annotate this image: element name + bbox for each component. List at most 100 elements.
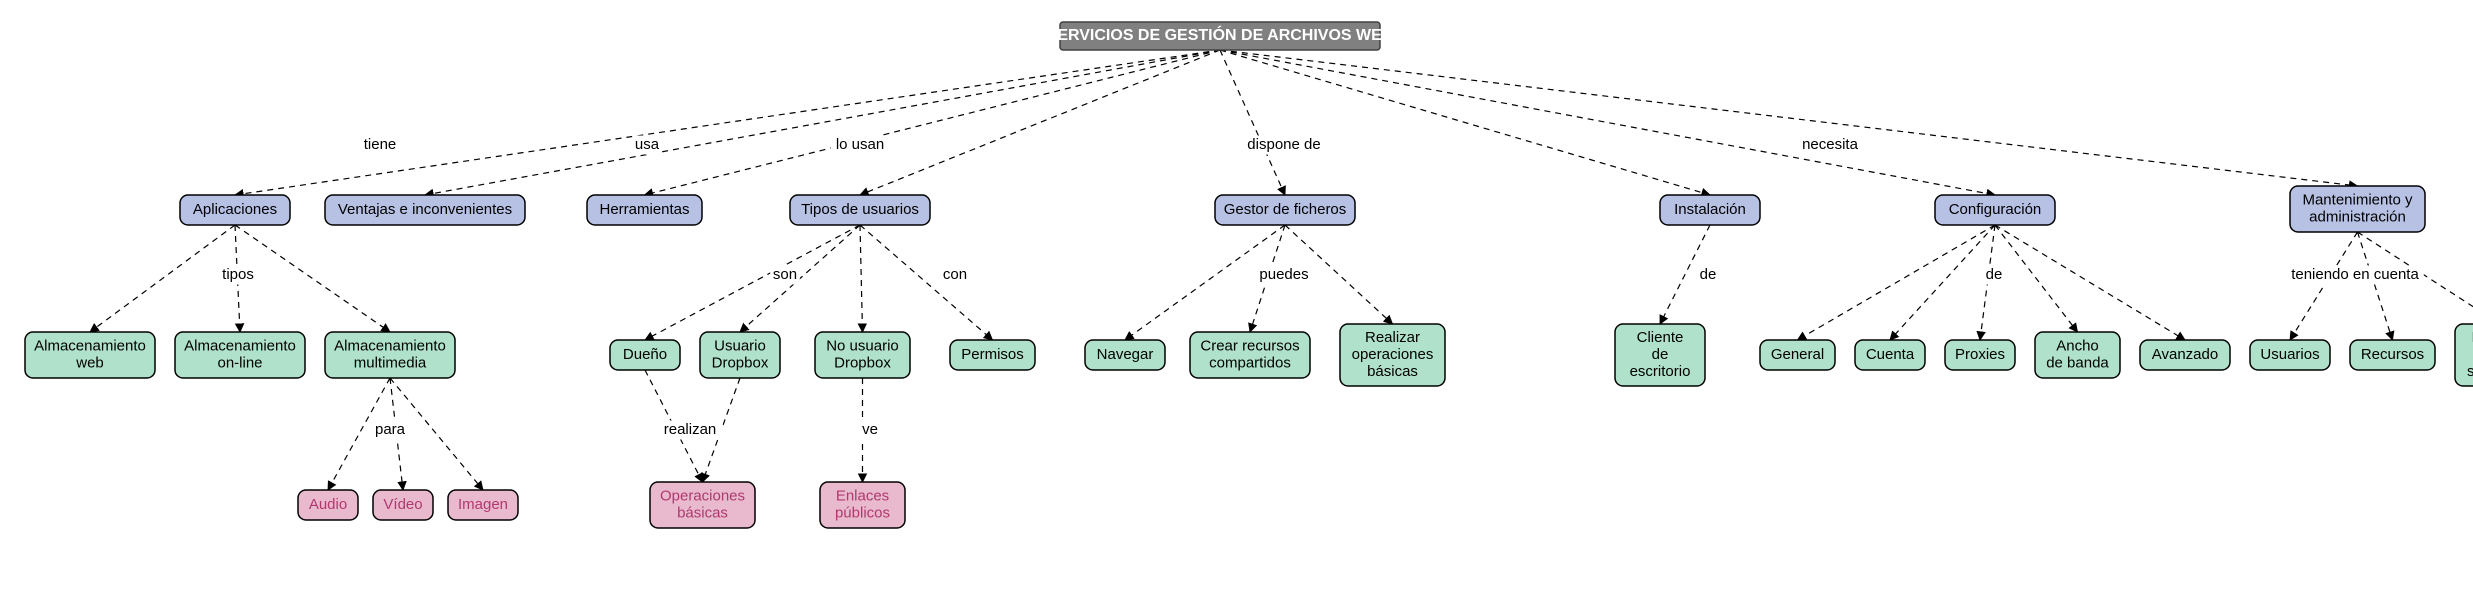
node-label: No usuario <box>826 338 899 355</box>
edge-tipos-nudrop <box>860 225 863 332</box>
node-almon: Almacenamientoon-line <box>175 332 305 378</box>
node-proxies: Proxies <box>1945 340 2015 370</box>
node-label: de <box>1652 346 1669 363</box>
node-label: Ventajas e inconvenientes <box>338 201 512 218</box>
edge-conf-avanz <box>1995 225 2185 340</box>
node-label: Ancho <box>2056 338 2099 355</box>
node-label: Almacenamiento <box>34 338 146 355</box>
node-label: multimedia <box>354 354 427 371</box>
edge-label: con <box>943 266 967 283</box>
edge-label: tipos <box>222 266 254 283</box>
node-conf: Configuración <box>1935 195 2055 225</box>
edge-labels-layer: tiene usa lo usan dispone de necesita tipos so… <box>216 136 2424 440</box>
node-root: SERVICIOS DE GESTIÓN DE ARCHIVOS WEB <box>1047 22 1394 50</box>
edge-label: realizan <box>664 421 717 438</box>
node-avanz: Avanzado <box>2140 340 2230 370</box>
node-almweb: Almacenamientoweb <box>25 332 155 378</box>
edge-label: ve <box>862 421 878 438</box>
edge-tipos-perm <box>860 225 993 340</box>
edge-label: puedes <box>1259 266 1308 283</box>
node-label: General <box>1771 346 1824 363</box>
nodes-layer: SERVICIOS DE GESTIÓN DE ARCHIVOS WEB Apli… <box>25 22 2473 528</box>
node-label: Dropbox <box>712 354 769 371</box>
edge-root-tipos <box>860 50 1220 195</box>
edge-root-inst <box>1220 50 1710 195</box>
node-audio: Audio <box>298 490 358 520</box>
node-label: compartidos <box>1209 354 1291 371</box>
node-label: administración <box>2309 208 2406 225</box>
node-label: Navegar <box>1097 346 1154 363</box>
edge-label: son <box>773 266 797 283</box>
node-nav: Navegar <box>1085 340 1165 370</box>
edge-label: necesita <box>1802 136 1859 153</box>
node-vent: Ventajas e inconvenientes <box>325 195 525 225</box>
node-cliente: Clientedeescritorio <box>1615 324 1705 386</box>
node-general: General <box>1760 340 1835 370</box>
node-label: básicas <box>677 504 728 521</box>
edge-tipos-dueno <box>645 225 860 340</box>
node-label: Instalación <box>1674 201 1746 218</box>
node-label: Permisos <box>961 346 1024 363</box>
edge-root-herr <box>645 50 1221 195</box>
node-crear: Crear recursoscompartidos <box>1190 332 1310 378</box>
node-label: Almacenamiento <box>184 338 296 355</box>
edge-root-vent <box>425 50 1220 195</box>
node-label: Audio <box>309 496 347 513</box>
node-dueno: Dueño <box>610 340 680 370</box>
edge-conf-general <box>1798 225 1996 340</box>
node-label: Gestor de ficheros <box>1224 201 1347 218</box>
node-label: públicos <box>835 504 890 521</box>
edge-label: tiene <box>364 136 397 153</box>
node-label: Imagen <box>458 496 508 513</box>
node-label: web <box>75 354 104 371</box>
node-label: SERVICIOS DE GESTIÓN DE ARCHIVOS WEB <box>1047 25 1394 44</box>
node-label: Configuración <box>1949 201 2042 218</box>
node-mant: Mantenimiento yadministración <box>2290 186 2425 232</box>
node-label: Dueño <box>623 346 667 363</box>
edge-label: usa <box>635 136 660 153</box>
node-label: Operaciones <box>660 488 745 505</box>
node-label: escritorio <box>1630 363 1691 380</box>
edge-label: dispone de <box>1247 136 1320 153</box>
node-label: Cliente <box>1637 329 1684 346</box>
node-gestor: Gestor de ficheros <box>1215 195 1355 225</box>
node-usuarios: Usuarios <box>2250 340 2330 370</box>
node-label: Enlaces <box>836 488 889 505</box>
node-cuenta: Cuenta <box>1855 340 1925 370</box>
edge-root-gestor <box>1220 50 1285 195</box>
edge-label: teniendo en cuenta <box>2291 266 2419 283</box>
edge-label: de <box>1700 266 1717 283</box>
node-label: Recursos <box>2361 346 2424 363</box>
node-label: seguridad <box>2467 363 2473 380</box>
node-enlpub: Enlacespúblicos <box>820 482 905 528</box>
node-label: operaciones <box>1352 346 1434 363</box>
node-label: Herramientas <box>599 201 689 218</box>
edge-label: lo usan <box>836 136 884 153</box>
node-almmul: Almacenamientomultimedia <box>325 332 455 378</box>
edge-mant-recur <box>2358 232 2393 340</box>
node-imagen: Imagen <box>448 490 518 520</box>
node-inst: Instalación <box>1660 195 1760 225</box>
node-udrop: UsuarioDropbox <box>700 332 780 378</box>
edge-aplic-almweb <box>90 225 235 332</box>
edge-label: para <box>375 421 406 438</box>
node-label: Crear recursos <box>1200 338 1299 355</box>
node-label: Aplicaciones <box>193 201 277 218</box>
edge-root-mant <box>1220 50 2358 186</box>
edge-tipos-udrop <box>740 225 860 332</box>
node-label: Proxies <box>1955 346 2005 363</box>
node-label: Usuario <box>714 338 766 355</box>
node-label: Almacenamiento <box>334 338 446 355</box>
node-label: Realizar <box>1365 329 1420 346</box>
node-label: Usuarios <box>2260 346 2319 363</box>
node-nudrop: No usuarioDropbox <box>815 332 910 378</box>
node-label: de banda <box>2046 354 2109 371</box>
edge-root-conf <box>1220 50 1995 195</box>
node-opbas: Operacionesbásicas <box>650 482 755 528</box>
node-ancho: Anchode banda <box>2035 332 2120 378</box>
edge-label: de <box>1986 266 2003 283</box>
node-tipos: Tipos de usuarios <box>790 195 930 225</box>
node-label: básicas <box>1367 363 1418 380</box>
node-label: on-line <box>217 354 262 371</box>
concept-map: tiene usa lo usan dispone de necesita tipos so… <box>0 0 2473 616</box>
